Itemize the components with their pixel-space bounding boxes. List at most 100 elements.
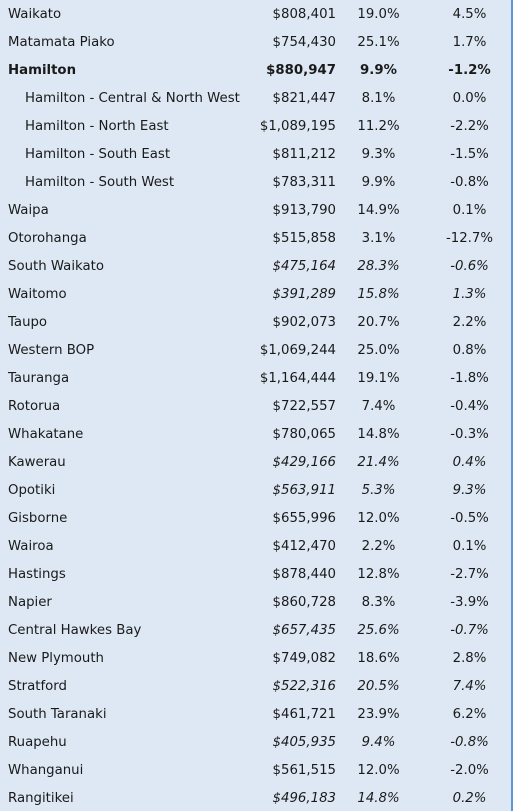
region-name-cell: Hamilton - North East [25,118,169,134]
region-name-cell: Waipa [8,202,49,218]
region-name-cell: Hamilton - South East [25,146,171,162]
region-name-cell: Wairoa [8,538,54,554]
change-1-cell: 9.9% [361,174,396,190]
median-value-cell: $475,164 [272,258,336,274]
median-value-cell: $412,470 [272,538,336,554]
change-2-cell: -0.8% [450,734,489,750]
region-name-cell: South Taranaki [8,706,107,722]
change-1-cell: 12.0% [357,762,400,778]
change-1-cell: 23.9% [357,706,400,722]
change-2-cell: -2.0% [450,762,489,778]
change-1-cell: 20.7% [357,314,400,330]
change-1-cell: 15.8% [357,286,400,302]
table-row: Whakatane $780,065 14.8% -0.3% [0,420,511,448]
median-value-cell: $811,212 [272,146,336,162]
median-value-cell: $405,935 [272,734,336,750]
median-value-cell: $515,858 [272,230,336,246]
table-row: Hastings $878,440 12.8% -2.7% [0,560,511,588]
change-1-cell: 12.8% [357,566,400,582]
change-2-cell: 9.3% [452,482,487,498]
table-row: Tauranga $1,164,444 19.1% -1.8% [0,364,511,392]
region-name-cell: Rangitikei [8,790,74,806]
table-row: New Plymouth $749,082 18.6% 2.8% [0,644,511,672]
change-2-cell: -2.2% [450,118,489,134]
table-row: Rangitikei $496,183 14.8% 0.2% [0,784,511,812]
table-row: Waikato $808,401 19.0% 4.5% [0,0,511,28]
region-name-cell: South Waikato [8,258,104,274]
change-2-cell: -12.7% [445,230,494,246]
region-name-cell: Otorohanga [8,230,87,246]
table-row: Hamilton - South West $783,311 9.9% -0.8% [0,168,511,196]
change-2-cell: -2.7% [450,566,489,582]
change-1-cell: 7.4% [361,398,396,414]
change-1-cell: 11.2% [357,118,400,134]
change-2-cell: -0.4% [450,398,489,414]
region-name-cell: Ruapehu [8,734,67,750]
change-2-cell: -0.8% [450,174,489,190]
change-2-cell: 6.2% [452,706,487,722]
median-value-cell: $1,089,195 [259,118,336,134]
change-1-cell: 25.1% [357,34,400,50]
table-row: Otorohanga $515,858 3.1% -12.7% [0,224,511,252]
change-1-cell: 14.9% [357,202,400,218]
median-value-cell: $783,311 [272,174,336,190]
change-1-cell: 8.1% [361,90,396,106]
median-value-cell: $522,316 [272,678,336,694]
table-row: Taupo $902,073 20.7% 2.2% [0,308,511,336]
table-row: Matamata Piako $754,430 25.1% 1.7% [0,28,511,56]
region-name-cell: Whanganui [8,762,84,778]
change-1-cell: 19.1% [357,370,400,386]
change-2-cell: 1.7% [452,34,487,50]
change-1-cell: 14.8% [357,426,400,442]
region-name-cell: Taupo [8,314,48,330]
table-row: Hamilton - South East $811,212 9.3% -1.5% [0,140,511,168]
change-2-cell: -3.9% [450,594,489,610]
region-name-cell: Stratford [8,678,67,694]
change-1-cell: 25.6% [357,622,400,638]
table-row: Hamilton - North East $1,089,195 11.2% -2.2… [0,112,511,140]
table-row: Western BOP $1,069,244 25.0% 0.8% [0,336,511,364]
change-1-cell: 20.5% [357,678,400,694]
change-1-cell: 9.4% [361,734,396,750]
median-value-cell: $754,430 [272,34,336,50]
region-name-cell: Kawerau [8,454,66,470]
change-2-cell: -1.2% [448,62,491,78]
change-1-cell: 2.2% [361,538,396,554]
region-name-cell: Hamilton - Central & North West [25,90,240,106]
change-1-cell: 9.9% [360,62,397,78]
change-1-cell: 5.3% [361,482,396,498]
median-value-cell: $722,557 [272,398,336,414]
table-row: Ruapehu $405,935 9.4% -0.8% [0,728,511,756]
change-1-cell: 19.0% [357,6,400,22]
change-2-cell: -1.8% [450,370,489,386]
change-2-cell: 0.4% [452,454,487,470]
change-1-cell: 12.0% [357,510,400,526]
median-value-cell: $880,947 [266,62,336,78]
table-row: Kawerau $429,166 21.4% 0.4% [0,448,511,476]
table-row: Stratford $522,316 20.5% 7.4% [0,672,511,700]
table-row: Hamilton $880,947 9.9% -1.2% [0,56,511,84]
table-row: Wairoa $412,470 2.2% 0.1% [0,532,511,560]
change-2-cell: 0.1% [452,202,487,218]
region-name-cell: Central Hawkes Bay [8,622,142,638]
change-2-cell: -0.5% [450,510,489,526]
region-name-cell: Gisborne [8,510,68,526]
change-2-cell: -0.3% [450,426,489,442]
table-row: Rotorua $722,557 7.4% -0.4% [0,392,511,420]
median-value-cell: $1,164,444 [259,370,336,386]
change-2-cell: 0.8% [452,342,487,358]
table-row: Central Hawkes Bay $657,435 25.6% -0.7% [0,616,511,644]
median-value-cell: $496,183 [272,790,336,806]
region-name-cell: Rotorua [8,398,61,414]
region-name-cell: New Plymouth [8,650,104,666]
median-value-cell: $657,435 [272,622,336,638]
region-name-cell: Hamilton [8,62,77,78]
table-row: South Taranaki $461,721 23.9% 6.2% [0,700,511,728]
region-name-cell: Whakatane [8,426,84,442]
table-row: Opotiki $563,911 5.3% 9.3% [0,476,511,504]
median-value-cell: $860,728 [272,594,336,610]
region-name-cell: Hamilton - South West [25,174,175,190]
change-1-cell: 3.1% [361,230,396,246]
